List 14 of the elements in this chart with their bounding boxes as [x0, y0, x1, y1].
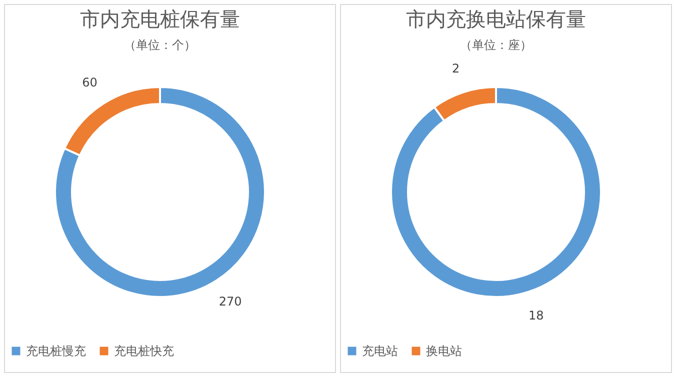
legend-label: 充电站 [362, 344, 398, 358]
chart-subtitle: （单位：个） [124, 38, 196, 52]
chart-subtitle: （单位：座） [460, 38, 532, 52]
chart-title: 市内充换电站保有量 [406, 7, 586, 31]
data-label: 270 [218, 294, 242, 308]
legend-label: 充电桩快充 [114, 344, 174, 358]
data-label: 18 [528, 308, 544, 323]
donut-slice [390, 86, 602, 298]
chart-title: 市内充电桩保有量 [80, 7, 240, 31]
donut-slice [54, 86, 266, 298]
legend-label: 充电桩慢充 [26, 344, 86, 358]
data-label: 2 [452, 61, 460, 76]
data-label: 60 [82, 76, 98, 90]
legend-label: 换电站 [426, 344, 462, 358]
